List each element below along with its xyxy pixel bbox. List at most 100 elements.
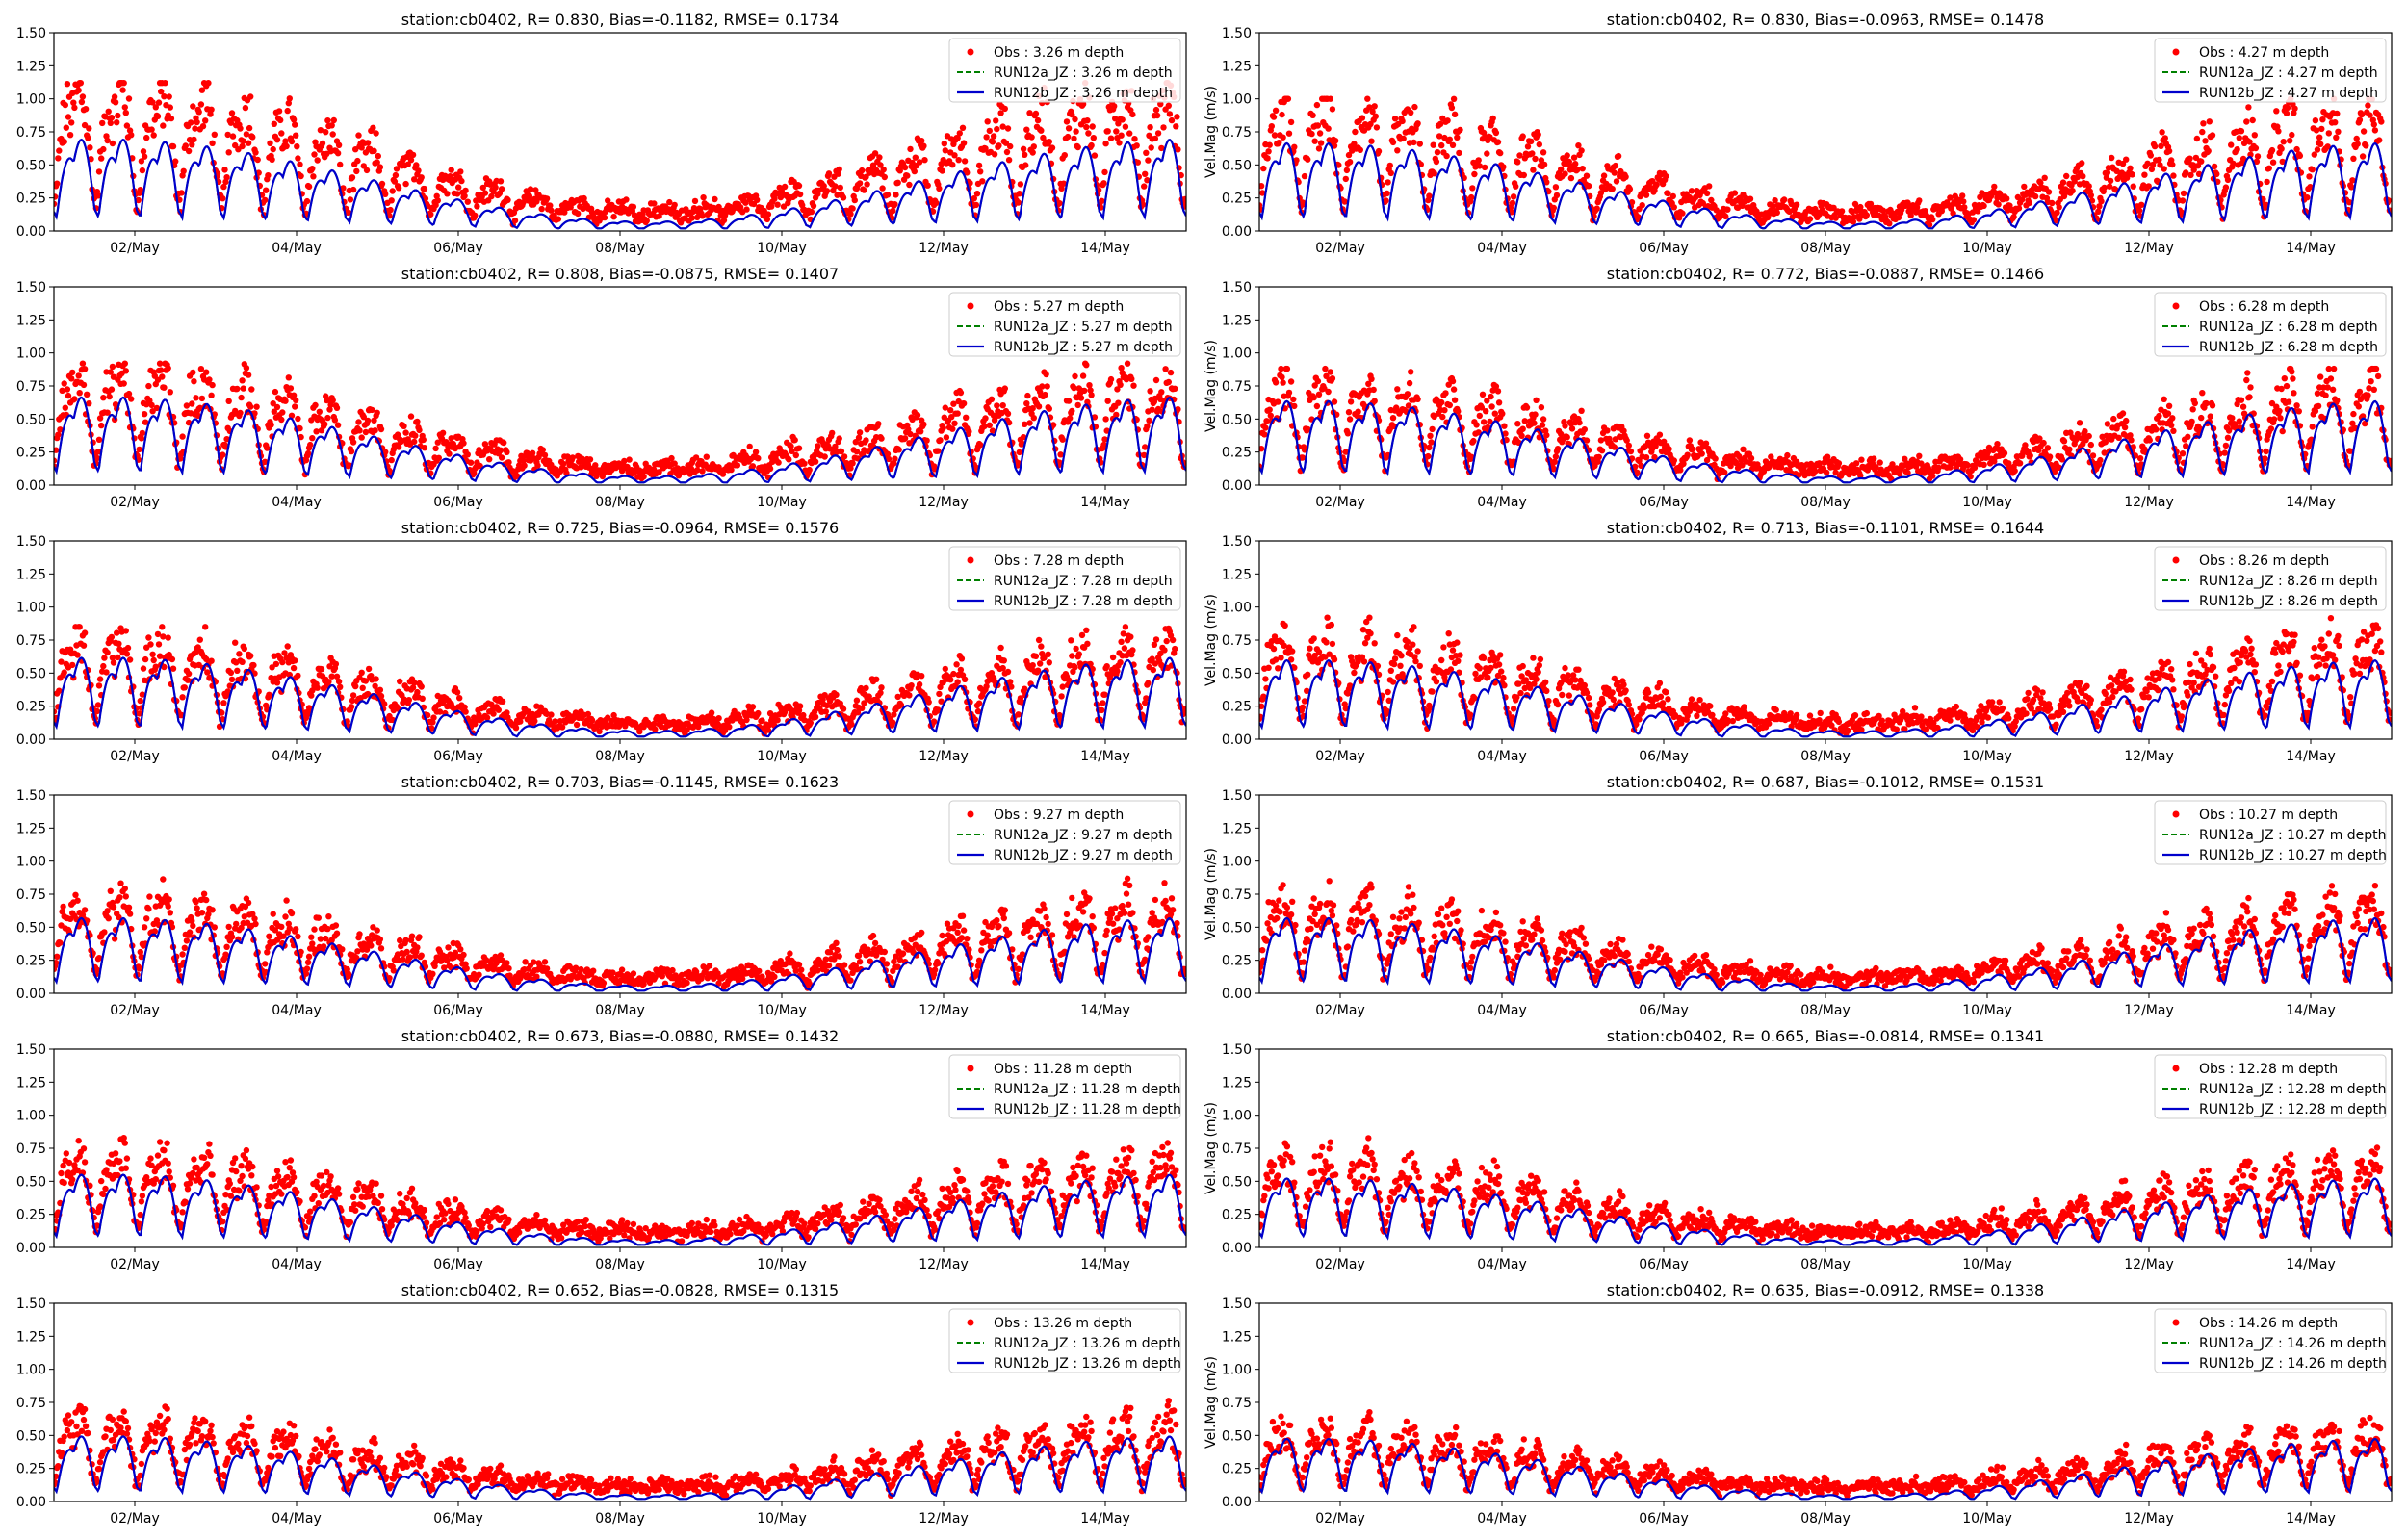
obs-point xyxy=(115,654,121,661)
obs-point xyxy=(1484,150,1490,157)
obs-point xyxy=(179,433,186,440)
obs-point xyxy=(505,459,512,466)
obs-point xyxy=(94,702,102,708)
obs-point xyxy=(106,393,113,400)
obs-point xyxy=(2278,385,2285,393)
obs-point xyxy=(1114,386,1121,393)
obs-point xyxy=(283,142,290,150)
obs-point xyxy=(1553,192,1561,199)
obs-point xyxy=(911,167,918,175)
obs-point xyxy=(907,430,914,438)
plot-area xyxy=(54,624,1186,738)
obs-point xyxy=(2365,102,2371,109)
obs-point xyxy=(1091,414,1099,421)
obs-point xyxy=(933,199,940,206)
obs-point xyxy=(1141,451,1148,459)
x-tick-label: 02/May xyxy=(110,495,159,510)
obs-point xyxy=(2127,165,2134,171)
obs-point xyxy=(273,680,281,686)
obs-point xyxy=(2333,134,2340,141)
x-tick-label: 12/May xyxy=(2124,495,2173,510)
obs-point xyxy=(358,144,365,151)
obs-point xyxy=(1703,190,1711,197)
obs-point xyxy=(154,113,162,120)
obs-point xyxy=(1086,382,1093,389)
obs-point xyxy=(279,409,286,416)
obs-point xyxy=(1359,115,1366,121)
obs-point xyxy=(1536,434,1543,441)
obs-point xyxy=(1079,372,1087,379)
obs-point xyxy=(1322,365,1329,372)
obs-point xyxy=(1632,463,1639,470)
obs-point xyxy=(81,366,89,372)
obs-point xyxy=(1708,196,1715,204)
obs-point xyxy=(936,185,943,192)
obs-point xyxy=(270,145,276,153)
obs-point xyxy=(2370,386,2377,393)
obs-point xyxy=(1287,118,1295,126)
obs-point xyxy=(238,394,245,401)
obs-point xyxy=(1600,172,1608,179)
obs-point xyxy=(999,402,1006,409)
obs-point xyxy=(949,425,956,432)
obs-point xyxy=(1594,458,1601,465)
obs-point xyxy=(1067,415,1074,422)
obs-point xyxy=(76,624,83,630)
obs-point xyxy=(262,458,269,465)
obs-point xyxy=(2279,427,2286,435)
obs-point xyxy=(920,142,927,149)
obs-point xyxy=(374,159,380,166)
obs-point xyxy=(1144,177,1151,184)
obs-point xyxy=(1038,127,1045,134)
obs-point xyxy=(2141,171,2148,178)
obs-point xyxy=(394,431,401,438)
obs-point xyxy=(416,426,423,434)
obs-point xyxy=(2016,460,2024,467)
obs-point xyxy=(1947,194,1954,201)
obs-point xyxy=(1873,464,1879,471)
obs-point xyxy=(1480,419,1488,425)
obs-point xyxy=(1698,450,1705,457)
obs-point xyxy=(2109,154,2115,162)
obs-point xyxy=(1373,124,1381,131)
obs-point xyxy=(979,178,986,185)
obs-point xyxy=(2309,424,2316,430)
obs-point xyxy=(204,669,211,676)
obs-point xyxy=(2158,142,2164,149)
obs-point xyxy=(1991,183,1998,191)
obs-point xyxy=(458,177,465,185)
obs-point xyxy=(1684,451,1691,458)
obs-point xyxy=(599,473,606,480)
obs-point xyxy=(137,697,143,705)
obs-point xyxy=(1886,220,1893,227)
obs-point xyxy=(387,206,394,214)
obs-point xyxy=(298,172,304,180)
obs-point xyxy=(2322,392,2329,398)
obs-point xyxy=(2278,145,2285,152)
obs-point xyxy=(2348,184,2355,191)
obs-point xyxy=(2179,197,2187,204)
obs-point xyxy=(292,657,298,664)
obs-point xyxy=(699,468,706,475)
obs-point xyxy=(1665,190,1671,197)
obs-point xyxy=(1370,386,1377,394)
obs-point xyxy=(294,143,300,150)
obs-point xyxy=(418,174,425,181)
obs-point xyxy=(404,161,411,167)
obs-point xyxy=(1100,180,1107,187)
obs-point xyxy=(2066,446,2073,452)
obs-point xyxy=(155,99,163,106)
obs-point xyxy=(1583,437,1591,444)
obs-point xyxy=(2244,370,2251,376)
obs-point xyxy=(1280,134,1286,141)
obs-point xyxy=(354,157,361,165)
obs-point xyxy=(284,107,291,115)
obs-point xyxy=(847,211,854,218)
obs-point xyxy=(427,211,434,218)
y-axis-label: Vel.Mag (m/s) xyxy=(1204,340,1219,432)
obs-point xyxy=(1634,469,1641,476)
obs-point xyxy=(247,403,254,410)
obs-point xyxy=(1611,444,1618,450)
obs-point xyxy=(377,425,385,433)
obs-point xyxy=(1152,106,1160,114)
